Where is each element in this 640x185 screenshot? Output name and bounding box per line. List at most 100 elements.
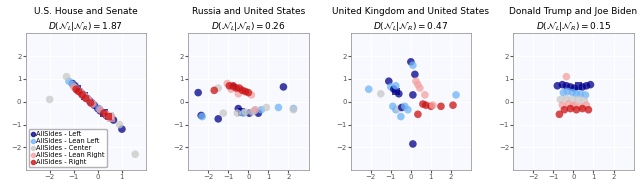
Point — [83, 98, 93, 101]
Point — [116, 128, 127, 131]
Point — [93, 107, 103, 110]
Point — [410, 73, 420, 76]
Point — [256, 108, 266, 111]
Point — [563, 90, 573, 93]
Point — [234, 87, 244, 90]
Point — [415, 87, 425, 90]
Point — [61, 75, 72, 78]
Point — [228, 84, 239, 87]
Point — [376, 92, 386, 95]
Point — [106, 116, 116, 119]
Point — [565, 107, 575, 110]
Point — [105, 115, 115, 118]
Point — [577, 107, 588, 110]
Point — [570, 104, 580, 107]
Point — [231, 87, 241, 90]
Point — [554, 113, 564, 116]
Point — [71, 87, 81, 90]
Point — [95, 108, 106, 111]
Title: United Kingdom and United States
$D(\mathcal{N}_L|\mathcal{N}_R) = 0.47$: United Kingdom and United States $D(\mat… — [332, 7, 490, 33]
Point — [568, 105, 579, 108]
Point — [71, 88, 81, 91]
Point — [558, 91, 568, 94]
Point — [420, 104, 431, 107]
Point — [583, 108, 593, 111]
Point — [397, 106, 407, 109]
Point — [408, 93, 418, 96]
Point — [559, 108, 570, 111]
Point — [72, 89, 83, 92]
Point — [108, 119, 118, 122]
Point — [233, 92, 243, 95]
Point — [561, 97, 572, 100]
Point — [209, 89, 220, 92]
Point — [72, 88, 83, 91]
Point — [572, 108, 582, 111]
Point — [390, 84, 401, 87]
Title: U.S. House and Senate
$D(\mathcal{N}_L|\mathcal{N}_R) = 1.87$: U.S. House and Senate $D(\mathcal{N}_L|\… — [34, 7, 138, 33]
Point — [581, 84, 591, 87]
Point — [213, 117, 223, 120]
Point — [130, 153, 140, 156]
Point — [115, 123, 125, 126]
Point — [74, 90, 84, 93]
Legend: AllSides - Left, AllSides - Lean Left, AllSides - Center, AllSides - Lean Right,: AllSides - Left, AllSides - Lean Left, A… — [29, 129, 107, 167]
Point — [79, 95, 90, 97]
Point — [86, 101, 97, 104]
Point — [451, 93, 461, 96]
Point — [278, 85, 289, 88]
Point — [394, 92, 404, 95]
Point — [428, 104, 438, 107]
Point — [561, 75, 572, 78]
Point — [104, 115, 114, 118]
Point — [88, 102, 98, 105]
Point — [552, 84, 563, 87]
Point — [238, 112, 248, 115]
Point — [247, 110, 257, 113]
Point — [249, 109, 259, 112]
Point — [573, 98, 584, 101]
Point — [228, 85, 239, 88]
Point — [76, 91, 86, 94]
Point — [411, 80, 421, 83]
Point — [193, 91, 204, 94]
Point — [77, 92, 87, 95]
Point — [81, 97, 91, 100]
Point — [261, 106, 271, 109]
Point — [565, 85, 575, 88]
Point — [403, 108, 413, 111]
Point — [579, 99, 589, 102]
Point — [244, 112, 255, 115]
Point — [240, 90, 250, 93]
Point — [413, 83, 423, 86]
Point — [233, 107, 243, 110]
Point — [573, 84, 584, 87]
Point — [94, 107, 104, 110]
Point — [86, 101, 97, 104]
Point — [77, 93, 87, 96]
Point — [89, 104, 99, 107]
Point — [408, 142, 418, 145]
Point — [557, 83, 568, 86]
Point — [448, 104, 458, 107]
Point — [82, 97, 92, 100]
Point — [386, 85, 396, 88]
Point — [67, 83, 77, 86]
Point — [406, 60, 416, 63]
Point — [572, 92, 582, 95]
Point — [99, 112, 109, 115]
Title: Donald Trump and Joe Biden
$D(\mathcal{N}_L|\mathcal{N}_R) = 0.15$: Donald Trump and Joe Biden $D(\mathcal{N… — [509, 7, 637, 33]
Point — [45, 98, 55, 101]
Point — [95, 109, 106, 112]
Point — [408, 64, 418, 67]
Point — [72, 89, 83, 92]
Point — [226, 88, 236, 91]
Point — [106, 116, 116, 119]
Point — [388, 88, 399, 91]
Point — [75, 90, 85, 93]
Point — [99, 112, 109, 115]
Point — [436, 105, 446, 108]
Point — [196, 114, 206, 117]
Point — [83, 98, 93, 101]
Point — [250, 108, 260, 111]
